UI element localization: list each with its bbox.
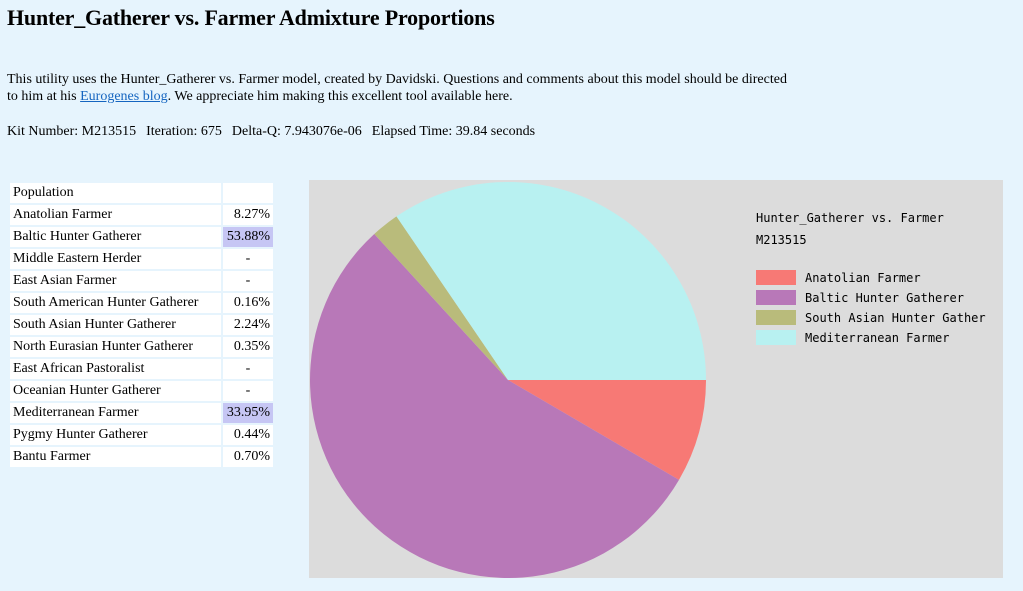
pie-slice-anatolian-farmer — [508, 380, 706, 480]
population-name: Baltic Hunter Gatherer — [10, 227, 221, 247]
table-row: Mediterranean Farmer 33.95% — [10, 403, 273, 423]
table-row: South American Hunter Gatherer 0.16% — [10, 293, 273, 313]
table-row: East African Pastoralist - — [10, 359, 273, 379]
population-value: 33.95% — [223, 403, 273, 423]
intro-text-start: This utility uses the Hunter_Gatherer vs… — [7, 72, 787, 104]
table-row: Anatolian Farmer 8.27% — [10, 205, 273, 225]
pie-slice-baltic-hunter-gatherer — [310, 233, 679, 578]
legend-label: Anatolian Farmer — [805, 271, 921, 285]
population-name: Anatolian Farmer — [10, 205, 221, 225]
eurogenes-blog-link[interactable]: Eurogenes blog — [80, 89, 168, 104]
population-name: Mediterranean Farmer — [10, 403, 221, 423]
population-value: 8.27% — [223, 205, 273, 225]
intro-text-end: . We appreciate him making this excellen… — [167, 89, 513, 104]
population-value: 0.70% — [223, 447, 273, 467]
table-row: Middle Eastern Herder - — [10, 249, 273, 269]
population-name: South Asian Hunter Gatherer — [10, 315, 221, 335]
pie-chart-svg: Hunter_Gatherer vs. Farmer M213515 Anato… — [310, 182, 986, 578]
table-row: North Eurasian Hunter Gatherer 0.35% — [10, 337, 273, 357]
population-value: 0.44% — [223, 425, 273, 445]
population-header: Population — [10, 183, 221, 203]
elapsed-time: Elapsed Time: 39.84 seconds — [371, 124, 536, 139]
population-value: 0.16% — [223, 293, 273, 313]
iteration: Iteration: 675 — [146, 124, 222, 139]
kit-number: Kit Number: M213515 — [7, 124, 137, 139]
pie-slice-south-asian-hunter-gather — [374, 216, 508, 380]
legend-swatch — [756, 310, 796, 325]
population-value: 2.24% — [223, 315, 273, 335]
population-name: South American Hunter Gatherer — [10, 293, 221, 313]
delta-q: Delta-Q: 7.943076e-06 — [231, 124, 362, 139]
pie-chart: Hunter_Gatherer vs. Farmer M213515 Anato… — [309, 180, 1003, 578]
table-row: East Asian Farmer - — [10, 271, 273, 291]
chart-title: Hunter_Gatherer vs. Farmer — [756, 211, 944, 225]
table-header-row: Population — [10, 183, 273, 203]
table-row: Pygmy Hunter Gatherer 0.44% — [10, 425, 273, 445]
population-table: Population Anatolian Farmer 8.27% Baltic H… — [8, 181, 275, 469]
table-row: Baltic Hunter Gatherer 53.88% — [10, 227, 273, 247]
value-header — [223, 183, 273, 203]
chart-subtitle: M213515 — [756, 233, 807, 247]
legend-label: Baltic Hunter Gatherer — [805, 291, 964, 305]
table-row: South Asian Hunter Gatherer 2.24% — [10, 315, 273, 335]
chart-legend: Anatolian Farmer Baltic Hunter Gatherer So… — [756, 270, 986, 345]
population-value: - — [223, 381, 273, 401]
population-name: Oceanian Hunter Gatherer — [10, 381, 221, 401]
population-name: Bantu Farmer — [10, 447, 221, 467]
legend-swatch — [756, 270, 796, 285]
population-value: - — [223, 359, 273, 379]
population-name: East African Pastoralist — [10, 359, 221, 379]
table-row: Oceanian Hunter Gatherer - — [10, 381, 273, 401]
legend-swatch — [756, 330, 796, 345]
legend-label: Mediterranean Farmer — [805, 331, 950, 345]
legend-swatch — [756, 290, 796, 305]
population-value: 0.35% — [223, 337, 273, 357]
table-row: Bantu Farmer 0.70% — [10, 447, 273, 467]
population-name: North Eurasian Hunter Gatherer — [10, 337, 221, 357]
population-name: Pygmy Hunter Gatherer — [10, 425, 221, 445]
intro-text: This utility uses the Hunter_Gatherer vs… — [7, 71, 787, 105]
population-value: - — [223, 271, 273, 291]
legend-label: South Asian Hunter Gather — [805, 311, 986, 325]
pie-slice-mediterranean-farmer — [396, 182, 706, 380]
population-value: 53.88% — [223, 227, 273, 247]
population-name: East Asian Farmer — [10, 271, 221, 291]
population-value: - — [223, 249, 273, 269]
page-title: Hunter_Gatherer vs. Farmer Admixture Pro… — [7, 5, 495, 30]
population-name: Middle Eastern Herder — [10, 249, 221, 269]
run-info: Kit Number: M213515 Iteration: 675 Delta-Q… — [7, 124, 535, 140]
